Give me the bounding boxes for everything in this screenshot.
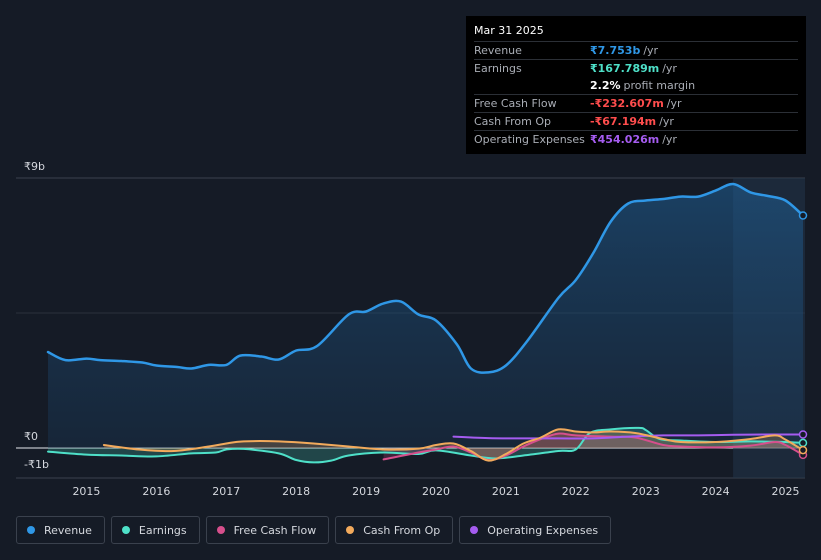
tooltip-unit: /yr <box>662 62 677 75</box>
tooltip-value: -₹67.194m <box>590 115 657 128</box>
x-tick-label: 2017 <box>212 485 240 498</box>
legend-dot-icon <box>346 526 355 534</box>
revenue-end-marker <box>798 211 808 220</box>
x-tick-label: 2024 <box>702 485 730 498</box>
tooltip-value: ₹167.789m <box>590 62 660 75</box>
operating-expenses-line <box>452 433 804 440</box>
x-tick-label: 2022 <box>562 485 590 498</box>
tooltip-label: Revenue <box>474 44 522 57</box>
y-tick-label: -₹1b <box>24 458 49 471</box>
tooltip-row-operating-expenses: Operating Expenses ₹454.026m /yr <box>474 130 798 148</box>
y-tick-label: ₹0 <box>24 430 38 443</box>
legend-dot-icon <box>470 526 479 534</box>
x-tick-label: 2019 <box>352 485 380 498</box>
tooltip-value: -₹232.607m <box>590 97 664 110</box>
tooltip-row-revenue: Revenue ₹7.753b /yr <box>474 41 798 59</box>
legend-item-earnings[interactable]: Earnings <box>110 516 200 544</box>
tooltip-value: ₹7.753b <box>590 44 641 57</box>
free-cash-flow-line <box>382 432 804 462</box>
legend-dot-icon <box>216 526 225 534</box>
legend-dot-icon <box>121 526 130 534</box>
legend-label: Earnings <box>138 523 187 537</box>
tooltip-row-profit-margin: 2.2% profit margin <box>474 77 798 94</box>
tooltip-unit: /yr <box>666 97 682 110</box>
cash-from-op-line <box>102 428 804 462</box>
tooltip-value: ₹454.026m <box>590 133 660 146</box>
legend-dot-icon <box>27 526 35 534</box>
x-tick-label: 2015 <box>72 485 100 498</box>
x-tick-label: 2016 <box>142 485 170 498</box>
x-tick-label: 2020 <box>422 485 450 498</box>
legend-label: Free Cash Flow <box>233 523 317 537</box>
legend-item-operating-expenses[interactable]: Operating Expenses <box>459 516 612 544</box>
revenue-area <box>48 183 803 448</box>
cash-from-op-end-marker <box>798 445 808 455</box>
tooltip-date: Mar 31 2025 <box>474 24 544 37</box>
tooltip-panel: Mar 31 2025 Revenue ₹7.753b /yr Earnings… <box>466 16 806 154</box>
legend-item-cash-from-op[interactable]: Cash From Op <box>335 516 454 544</box>
x-tick-label: 2025 <box>772 485 800 498</box>
legend-item-revenue[interactable]: Revenue <box>16 516 105 544</box>
free-cash-flow-area <box>383 433 803 461</box>
tooltip-label: Earnings <box>474 62 522 75</box>
tooltip-label: Cash From Op <box>474 115 552 128</box>
tooltip-value: 2.2% <box>590 79 621 92</box>
x-tick-label: 2023 <box>632 485 660 498</box>
y-tick-label: ₹9b <box>24 160 45 173</box>
earnings-end-marker <box>798 438 808 448</box>
tooltip-unit: profit margin <box>623 79 696 92</box>
tooltip-label: Free Cash Flow <box>474 97 557 110</box>
operating-expenses-end-marker <box>798 430 808 439</box>
x-tick-label: 2021 <box>492 485 520 498</box>
legend-item-free-cash-flow[interactable]: Free Cash Flow <box>205 516 330 544</box>
tooltip-unit: /yr <box>659 115 674 128</box>
tooltip-unit: /yr <box>643 44 659 57</box>
chart-legend: Revenue Earnings Free Cash Flow Cash Fro… <box>16 516 612 544</box>
tooltip-row-free-cash-flow: Free Cash Flow -₹232.607m /yr <box>474 94 798 112</box>
tooltip-row-cash-from-op: Cash From Op -₹67.194m /yr <box>474 112 798 130</box>
chart-series <box>46 182 808 464</box>
tooltip-unit: /yr <box>662 133 677 146</box>
legend-label: Cash From Op <box>363 523 441 537</box>
tooltip-label: Operating Expenses <box>474 133 585 146</box>
x-tick-label: 2018 <box>282 485 310 498</box>
chart-axes: ₹9b ₹0 -₹1b 2015 2016 2017 2018 2019 2020 2021 202… <box>24 160 800 498</box>
tooltip-row-earnings: Earnings ₹167.789m /yr <box>474 59 798 77</box>
legend-label: Operating Expenses <box>487 523 599 537</box>
legend-label: Revenue <box>44 523 92 537</box>
revenue-line <box>46 182 805 374</box>
